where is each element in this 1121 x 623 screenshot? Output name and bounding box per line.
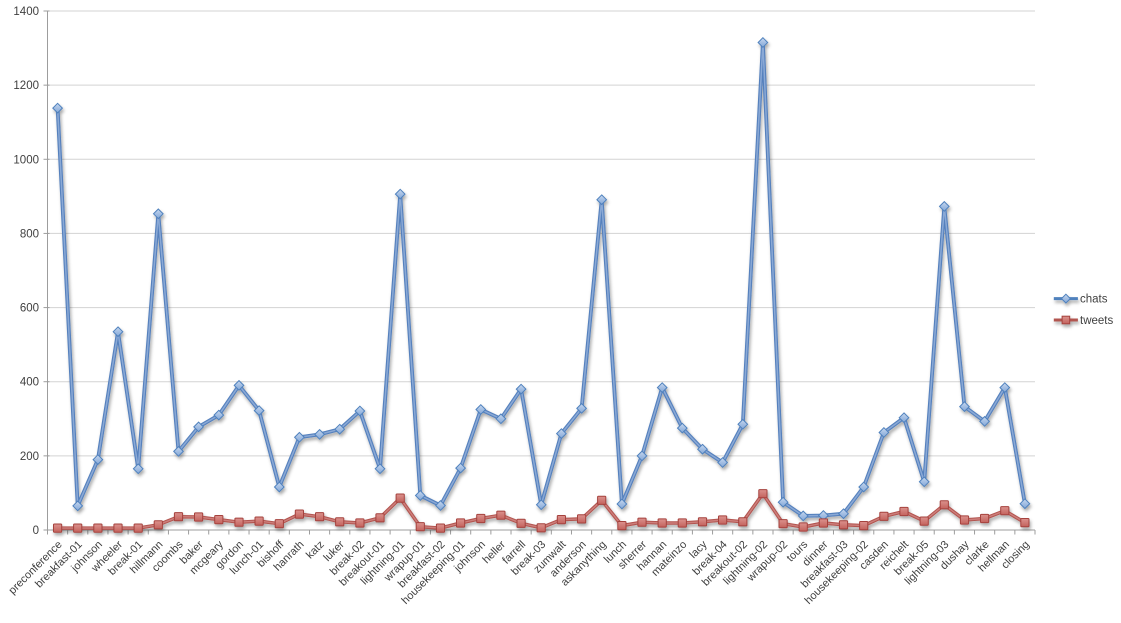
svg-text:600: 600 <box>20 303 39 315</box>
svg-text:tweets: tweets <box>1080 315 1113 327</box>
svg-text:chats: chats <box>1080 294 1108 306</box>
svg-text:400: 400 <box>20 377 39 389</box>
svg-text:0: 0 <box>33 525 39 537</box>
svg-text:1200: 1200 <box>13 80 39 92</box>
svg-text:1400: 1400 <box>13 6 39 18</box>
svg-text:1000: 1000 <box>13 154 39 166</box>
svg-text:200: 200 <box>20 451 39 463</box>
svg-text:800: 800 <box>20 228 39 240</box>
